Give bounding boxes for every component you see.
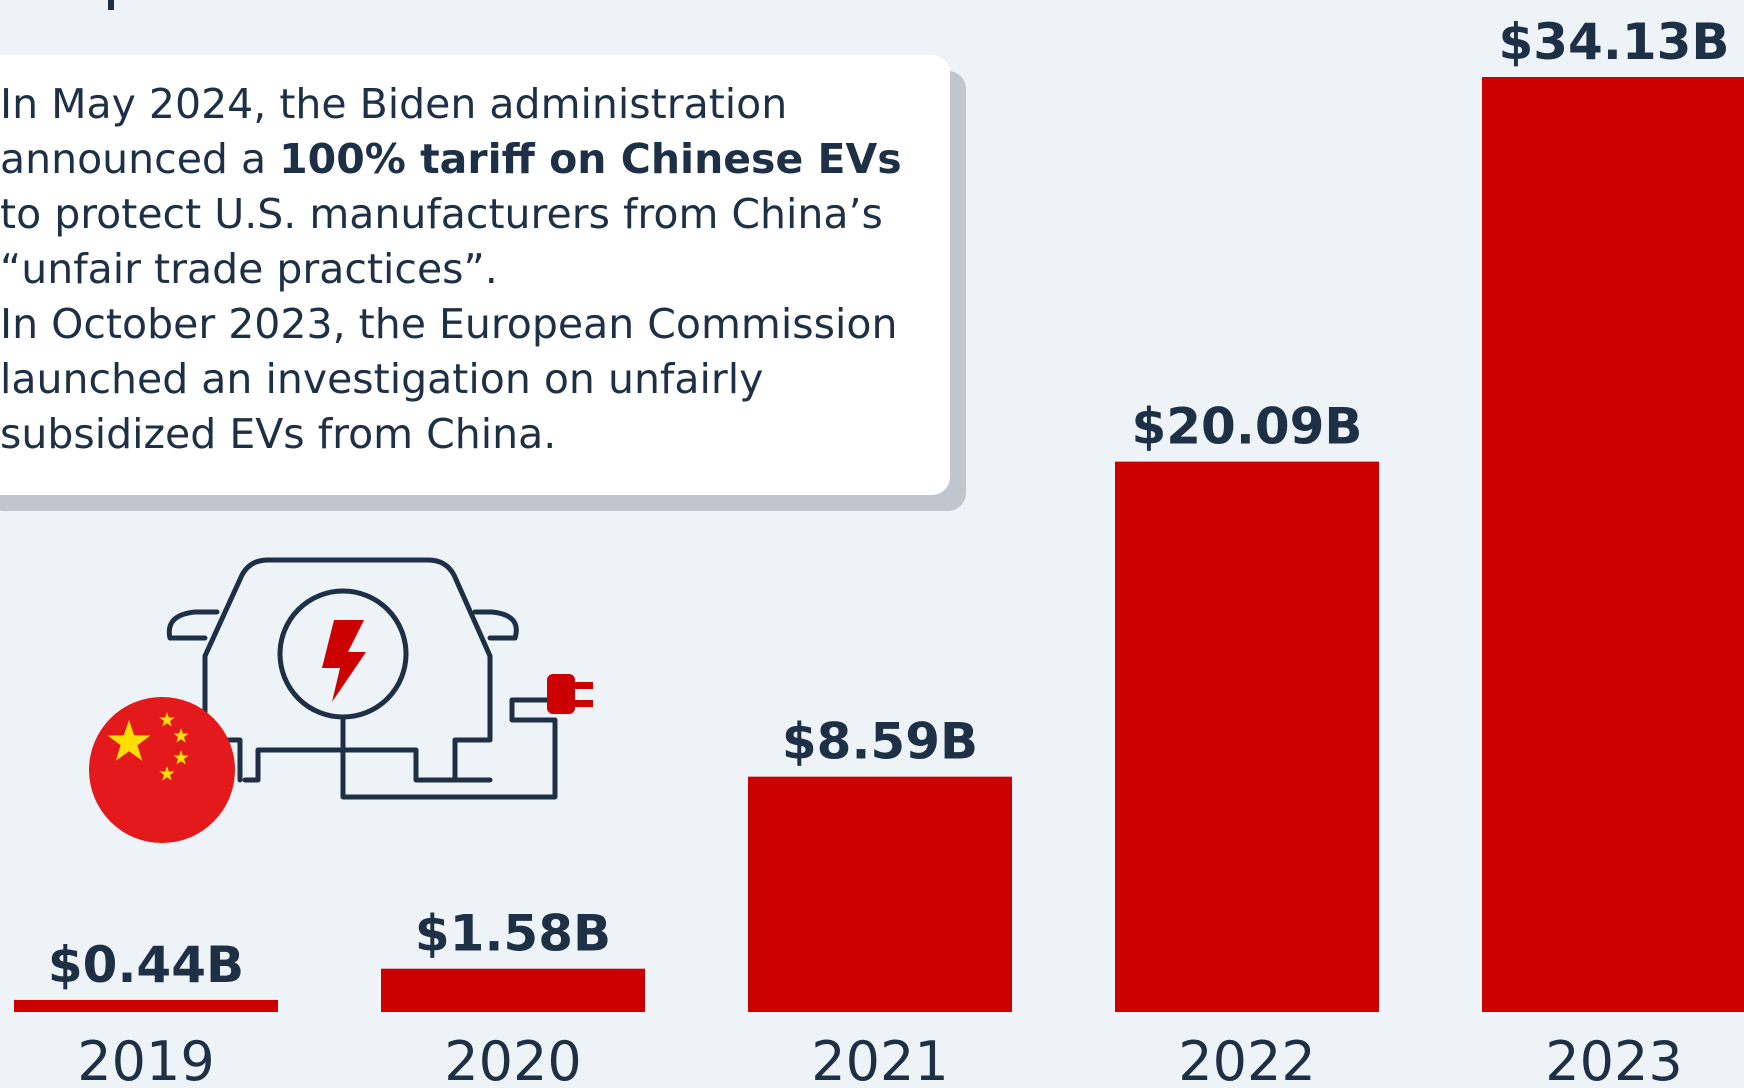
annotation-line: In May 2024, the Biden administration — [0, 80, 788, 128]
annotation-line: “unfair trade practices”. — [0, 245, 498, 293]
annotation-line: announced a — [0, 135, 280, 183]
annotation-line: subsidized EVs from China. — [0, 410, 557, 458]
x-tick-label-2019: 2019 — [77, 1030, 214, 1088]
annotation-line: to protect U.S. manufacturers from China… — [0, 190, 883, 238]
annotation-text: In May 2024, the Biden administration an… — [0, 77, 930, 462]
flag-small-star-icon — [159, 766, 175, 781]
x-tick-label-2020: 2020 — [444, 1030, 581, 1088]
x-tick-label-2022: 2022 — [1178, 1030, 1315, 1088]
cropped-title-fragment — [108, 0, 114, 10]
flag-small-star-icon — [159, 712, 175, 727]
flag-small-star-icon — [173, 750, 189, 765]
annotation-line: launched an investigation on unfairly — [0, 355, 764, 403]
bar-2020 — [381, 968, 645, 1012]
china-flag-icon — [89, 697, 235, 843]
data-label-2020: $1.58B — [415, 905, 611, 963]
annotation-highlight: 100% tariff on Chinese EVs — [279, 135, 902, 183]
data-label-2019: $0.44B — [48, 936, 244, 994]
bar-2019 — [14, 999, 278, 1012]
x-tick-label-2021: 2021 — [811, 1030, 948, 1088]
flag-large-star-icon — [107, 720, 151, 761]
x-tick-label-2023: 2023 — [1545, 1030, 1682, 1088]
data-label-2023: $34.13B — [1498, 13, 1729, 71]
lightning-bolt-icon — [322, 620, 366, 702]
data-label-2022: $20.09B — [1131, 398, 1362, 456]
data-label-2021: $8.59B — [782, 713, 978, 771]
bar-2021 — [748, 776, 1012, 1012]
annotation-box: In May 2024, the Biden administration an… — [0, 55, 950, 495]
annotation-line: In October 2023, the European Commission — [0, 300, 898, 348]
flag-small-star-icon — [173, 728, 189, 743]
plug-icon — [547, 674, 593, 714]
bars-group: $0.44B 2019 $1.58B 2020 $8.59B 2021 $20.09B 202… — [14, 13, 1744, 1088]
bar-2023 — [1482, 77, 1744, 1012]
bar-2022 — [1115, 461, 1379, 1012]
